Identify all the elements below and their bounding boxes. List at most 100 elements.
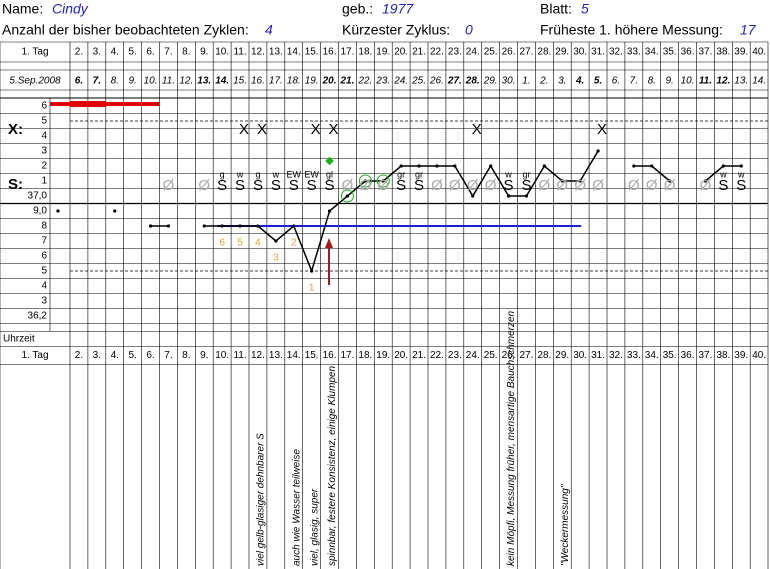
scale-label: 4 <box>41 131 47 142</box>
scale-label: 36,2 <box>28 311 48 322</box>
temperature-point <box>650 164 654 168</box>
sheet-value: 5 <box>581 1 589 17</box>
day-label: 36. <box>681 47 695 58</box>
day-label: 28. <box>537 47 551 58</box>
day-label: 19. <box>376 350 390 361</box>
day-label: 17. <box>340 350 354 361</box>
bleeding-bar <box>105 102 124 106</box>
temperature-point <box>148 224 153 228</box>
day-label: 22. <box>430 47 444 58</box>
peak-count: 2 <box>291 238 297 249</box>
day-label: 14. <box>287 350 301 361</box>
day-label: 40. <box>752 350 766 361</box>
shortest-value: 0 <box>465 22 473 38</box>
bleeding-bar <box>87 101 106 107</box>
date-label: 5. <box>594 76 602 87</box>
temperature-point <box>381 179 385 183</box>
day-label: 30. <box>573 47 587 58</box>
peak-circle <box>340 189 354 203</box>
temperature-point <box>560 179 564 183</box>
date-label: 14. <box>752 76 766 87</box>
day-label: 3. <box>93 47 101 58</box>
mucus-symbol: Ø <box>485 177 497 194</box>
date-label: 7. <box>93 76 101 87</box>
date-label: 12. <box>716 76 730 87</box>
day-label: 7. <box>164 350 172 361</box>
temperature-point <box>453 164 457 168</box>
scale-label: 5 <box>41 266 47 277</box>
scale-label: 8 <box>41 221 47 232</box>
mucus-symbol: S <box>307 177 317 194</box>
date-label: 11. <box>699 76 712 87</box>
mucus-symbol: Ø <box>198 177 210 194</box>
day-label: 2. <box>75 350 83 361</box>
temperature-point <box>327 209 332 213</box>
date-label: 13. <box>734 76 748 87</box>
temperature-point <box>292 224 296 228</box>
day-label: 10. <box>215 350 229 361</box>
mucus-symbol: Ø <box>574 177 586 194</box>
mucus-symbol: S <box>504 177 514 194</box>
date-label: 11. <box>162 76 175 87</box>
cycles-value: 4 <box>265 22 273 38</box>
day-label: 5. <box>128 47 136 58</box>
day-label: 21. <box>412 47 426 58</box>
mucus-symbol: Ø <box>646 177 658 194</box>
day-label: 10. <box>215 47 229 58</box>
x-mark: X <box>597 121 607 138</box>
temperature-point <box>417 164 421 168</box>
note: viel gelb-glasiger dehnbarer S <box>256 433 267 566</box>
day-label: 32. <box>609 47 623 58</box>
date-label: 15. <box>233 76 247 87</box>
mucus-symbol: S <box>253 177 263 194</box>
temperature-point <box>310 269 314 273</box>
day-label: 29. <box>555 47 569 58</box>
day-label: 13. <box>269 47 283 58</box>
mucus-symbol: S <box>414 177 424 194</box>
day-label: 36. <box>681 350 695 361</box>
day-label: 35. <box>663 350 677 361</box>
born-label: geb.: <box>342 1 373 17</box>
day-label: 23. <box>448 47 462 58</box>
peak-count: 3 <box>273 253 279 264</box>
day-label: 12. <box>251 350 265 361</box>
temperature-point <box>596 149 600 153</box>
date-label: 22. <box>357 76 372 87</box>
earliest-label: Früheste 1. höhere Messung: <box>540 22 723 38</box>
shortest-label: Kürzester Zyklus: <box>342 22 450 38</box>
mucus-symbol: Ø <box>449 177 461 194</box>
mucus-note: w <box>236 169 244 179</box>
day-label: 14. <box>287 47 301 58</box>
day-label: 37. <box>698 47 712 58</box>
mucus-symbol: S <box>289 177 299 194</box>
scale-label: 3 <box>41 296 47 307</box>
note: kein Möpfi, Messung früher, mensartige B… <box>506 310 517 566</box>
day-label: 3. <box>93 350 101 361</box>
date-label: 6. <box>75 76 83 87</box>
temperature-point <box>202 224 206 228</box>
time-row-label: Uhrzeit <box>3 334 35 345</box>
scale-label: 3 <box>41 146 47 157</box>
day-label: 30. <box>573 350 587 361</box>
bleeding-bar <box>70 101 88 107</box>
day-label: 11. <box>233 47 246 58</box>
mucus-symbol: S <box>396 177 406 194</box>
peak-count: 4 <box>255 238 261 249</box>
date-label: 23. <box>375 76 390 87</box>
day-label: 23. <box>448 350 462 361</box>
day-label: 26. <box>502 350 516 361</box>
date-label: 20. <box>322 76 337 87</box>
day-label: 33. <box>627 350 641 361</box>
scale-label: 37,0 <box>28 191 48 202</box>
date-label: 4. <box>575 76 584 87</box>
temperature-point <box>721 164 725 168</box>
date-label: 28. <box>465 76 480 87</box>
note: "Weckermessung" <box>560 484 571 566</box>
scale-label: 4 <box>41 281 47 292</box>
mucus-note: g <box>220 169 225 179</box>
peak-count: 5 <box>237 238 243 249</box>
date-label: 8. <box>648 76 656 87</box>
peak-count: 1 <box>309 283 315 294</box>
day-label: 16. <box>323 350 337 361</box>
day-label: 9. <box>200 47 208 58</box>
